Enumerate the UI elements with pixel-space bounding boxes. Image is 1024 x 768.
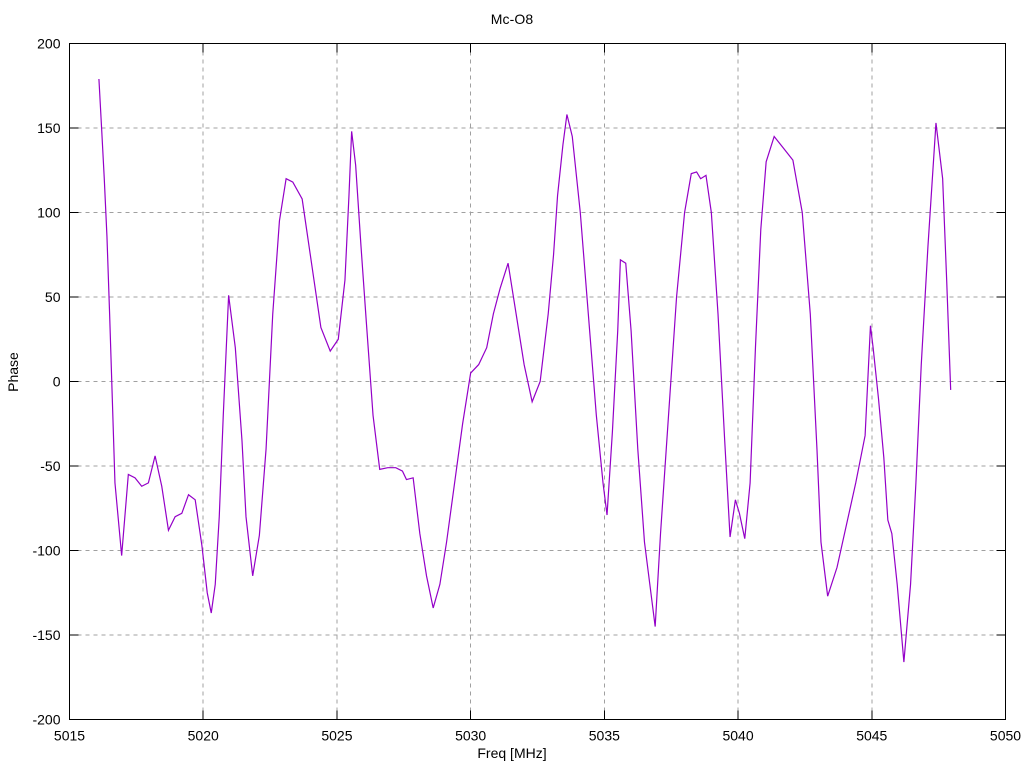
series-line xyxy=(98,78,952,663)
gridlines xyxy=(69,43,1006,720)
chart-title: Mc-O8 xyxy=(490,11,534,27)
y-tick-label: 0 xyxy=(53,374,61,390)
x-tick-label: 5050 xyxy=(990,728,1021,744)
data-series xyxy=(98,78,952,663)
plot-frame xyxy=(68,42,1007,721)
y-tick-label: -50 xyxy=(40,458,60,474)
x-tick-label: 5045 xyxy=(856,728,887,744)
y-tick-label: 100 xyxy=(37,205,61,221)
x-axis-label: Freq [MHz] xyxy=(477,745,547,761)
x-tick-label: 5015 xyxy=(54,728,85,744)
x-tick-label: 5035 xyxy=(589,728,620,744)
x-tick-label: 5040 xyxy=(722,728,753,744)
y-tick-label: -150 xyxy=(32,627,60,643)
y-tick-label: 150 xyxy=(37,120,61,136)
x-tick-label: 5030 xyxy=(455,728,486,744)
tick-labels: -200 -150 -100 -50 0 50 100 150 200 5015 5020 5025 5… xyxy=(32,36,1021,744)
x-tick-label: 5020 xyxy=(188,728,219,744)
y-tick-label: 200 xyxy=(37,36,61,52)
x-tick-label: 5025 xyxy=(321,728,352,744)
y-axis-label: Phase xyxy=(5,352,21,392)
y-tick-label: -200 xyxy=(32,712,60,728)
y-tick-label: 50 xyxy=(45,289,61,305)
y-tick-label: -100 xyxy=(32,543,60,559)
